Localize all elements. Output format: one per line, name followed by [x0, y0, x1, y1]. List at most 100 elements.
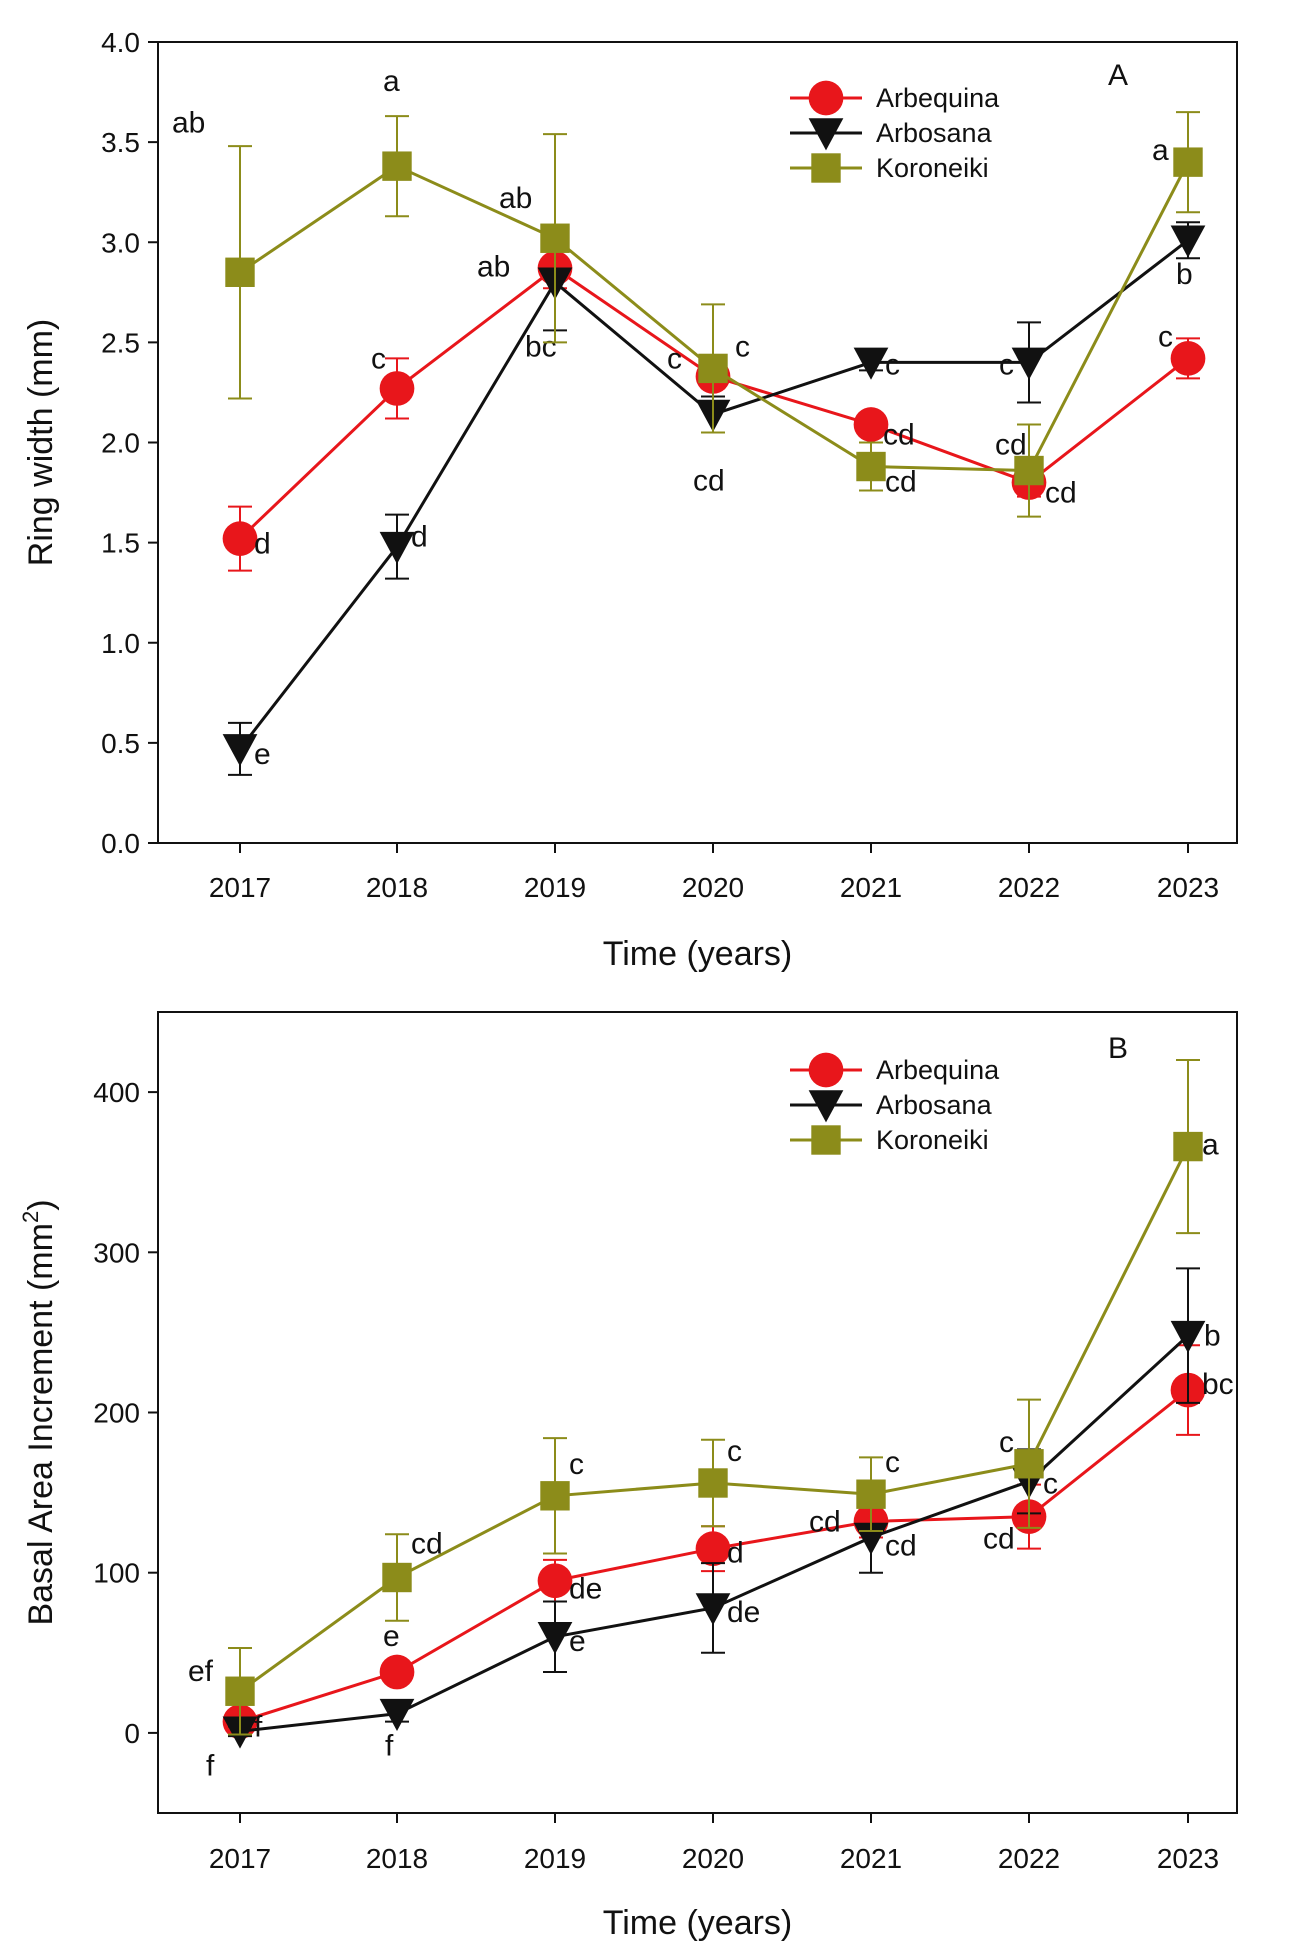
data-point [225, 1676, 255, 1706]
significance-label: a [383, 65, 400, 98]
data-point [1173, 1131, 1203, 1162]
data-point [540, 1481, 570, 1511]
y-axis-title: Basal Area Increment (mm2) [18, 1199, 60, 1625]
x-tick-label: 2019 [524, 1843, 586, 1874]
x-tick-label: 2020 [682, 872, 744, 903]
significance-label: d [411, 521, 428, 554]
data-point [382, 151, 412, 181]
significance-label: cd [885, 466, 917, 499]
data-point [853, 347, 889, 380]
data-point [856, 1479, 886, 1509]
significance-label: cd [995, 429, 1027, 462]
legend: Arbequina Arbosana Koroneiki [790, 1052, 1000, 1155]
data-point [537, 1622, 573, 1655]
x-tick-label: 2023 [1157, 872, 1219, 903]
significance-label: c [999, 348, 1014, 381]
y-tick-label: 200 [93, 1398, 140, 1429]
legend: Arbequina Arbosana Koroneiki [790, 80, 1000, 183]
significance-label: c [371, 342, 386, 375]
data-point [853, 407, 889, 442]
significance-label: cd [885, 1529, 917, 1562]
significance-label: cd [693, 464, 725, 497]
panel-a: 0.0 0.5 1.0 1.5 2.0 2.5 3.0 3.5 4.0 2017 2018 2019 2… [22, 27, 1238, 973]
significance-label: d [727, 1537, 744, 1570]
significance-label: c [885, 1446, 900, 1479]
data-point [698, 1468, 728, 1498]
significance-label: ab [499, 182, 532, 215]
significance-label: cd [983, 1523, 1015, 1556]
plot-frame [157, 1011, 1238, 1814]
significance-label: cd [809, 1505, 841, 1538]
significance-label: d [254, 528, 271, 561]
legend-marker [808, 80, 844, 116]
data-point [379, 1698, 415, 1732]
y-tick-label: 300 [93, 1237, 140, 1268]
significance-label: b [1176, 258, 1193, 291]
significance-label: de [569, 1573, 602, 1606]
significance-label: e [383, 1620, 400, 1653]
data-point [1170, 225, 1206, 258]
plot-frame [157, 41, 1238, 844]
y-tick-label: 2.5 [101, 327, 140, 358]
data-point [1011, 347, 1047, 380]
y-axis-title: Ring width (mm) [22, 319, 60, 566]
y-tick-label: 3.5 [101, 127, 140, 158]
x-tick-label: 2022 [998, 872, 1060, 903]
x-tick-label: 2019 [524, 872, 586, 903]
significance-label: a [1202, 1129, 1219, 1162]
significance-label: c [885, 348, 900, 381]
data-point [1173, 147, 1203, 177]
data-point [222, 734, 258, 767]
significance-label: cd [883, 418, 915, 451]
significance-label: a [1152, 134, 1169, 167]
significance-label: de [727, 1596, 760, 1629]
x-tick-label: 2021 [840, 872, 902, 903]
legend-label: Koroneiki [876, 153, 989, 183]
significance-label: c [735, 330, 750, 363]
data-point [856, 451, 886, 482]
data-point [1170, 341, 1206, 376]
data-point [698, 353, 728, 384]
data-point [379, 531, 415, 564]
x-tick-label: 2022 [998, 1843, 1060, 1874]
significance-label: c [569, 1448, 584, 1481]
y-tick-label: 1.5 [101, 528, 140, 559]
legend-marker [808, 1052, 844, 1088]
x-tick-label: 2018 [366, 872, 428, 903]
data-point [540, 223, 570, 253]
x-tick-label: 2023 [1157, 1843, 1219, 1874]
significance-label: cd [1045, 477, 1077, 510]
data-point [695, 1531, 731, 1567]
y-tick-label: 2.0 [101, 428, 140, 459]
y-tick-label: 0 [124, 1718, 140, 1749]
x-tick-label: 2017 [209, 872, 271, 903]
data-point [379, 371, 415, 406]
y-tick-label: 3.0 [101, 227, 140, 258]
significance-label: c [727, 1435, 742, 1468]
x-tick-label: 2020 [682, 1843, 744, 1874]
significance-label: ef [188, 1655, 214, 1688]
y-tick-label: 1.0 [101, 628, 140, 659]
significance-label: ab [477, 250, 510, 283]
legend-marker [808, 118, 844, 151]
significance-label: c [1158, 320, 1173, 353]
panel-b: 0 100 200 300 400 2017 2018 2019 2020 2021 2022 202… [18, 1011, 1238, 1942]
legend-label: Arbequina [876, 83, 1000, 113]
legend-marker [811, 153, 841, 183]
x-tick-label: 2017 [209, 1843, 271, 1874]
data-point [379, 1654, 415, 1690]
x-axis-title: Time (years) [603, 935, 793, 973]
data-point [1014, 1449, 1044, 1479]
data-point [222, 521, 258, 556]
significance-label: cd [411, 1528, 443, 1561]
significance-label: e [254, 738, 271, 771]
significance-label: f [206, 1749, 215, 1782]
y-tick-label: 0.0 [101, 828, 140, 859]
legend-label: Arbosana [876, 1090, 993, 1120]
legend-marker [808, 1090, 844, 1123]
legend-label: Arbequina [876, 1055, 1000, 1085]
y-tick-label: 4.0 [101, 27, 140, 58]
